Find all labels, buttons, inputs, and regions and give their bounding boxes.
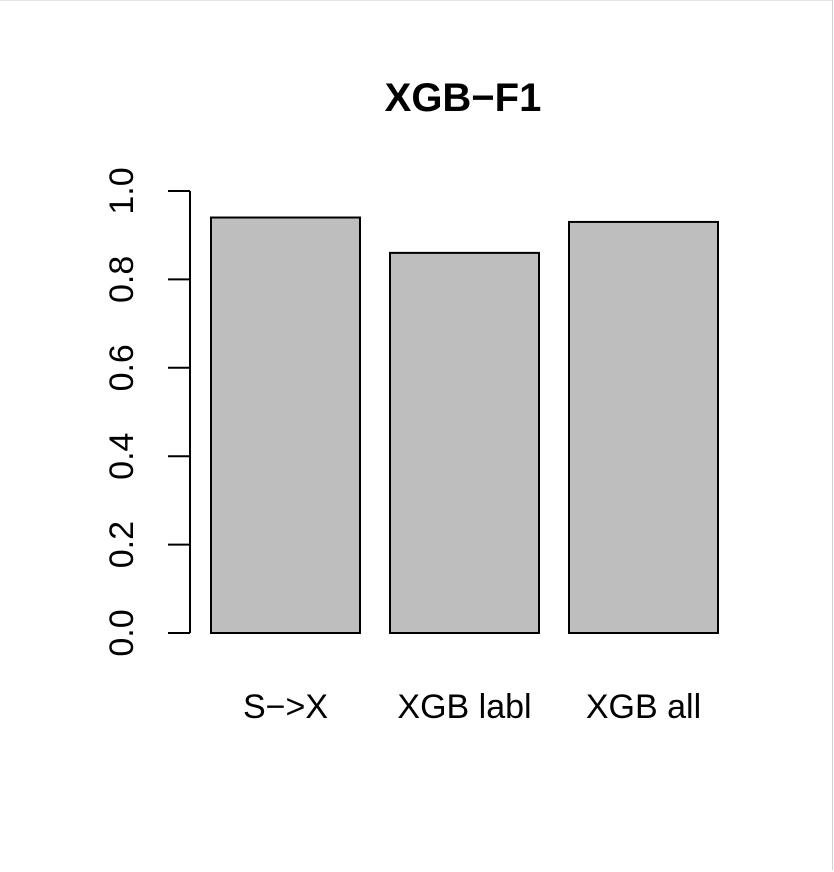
bar [210,216,361,635]
y-tick-label: 0.2 [103,521,141,568]
bar [389,251,540,634]
y-tick-label: 0.4 [103,433,141,480]
bars-group [210,216,719,635]
chart-title: XGB−F1 [385,76,542,120]
y-axis: 0.0 0.2 0.4 0.6 0.8 1.0 [103,167,191,657]
y-tick-label: 0.6 [103,344,141,391]
y-tick-label: 1.0 [103,167,141,214]
bar [568,220,719,634]
y-tick-label: 0.0 [103,609,141,656]
x-category-label: XGB labl [397,688,531,726]
x-category-label: S−>X [243,688,328,726]
x-category-label: XGB all [586,688,701,726]
x-labels-group: S−>X XGB labl XGB all [243,688,701,726]
y-tick-label: 0.8 [103,256,141,303]
